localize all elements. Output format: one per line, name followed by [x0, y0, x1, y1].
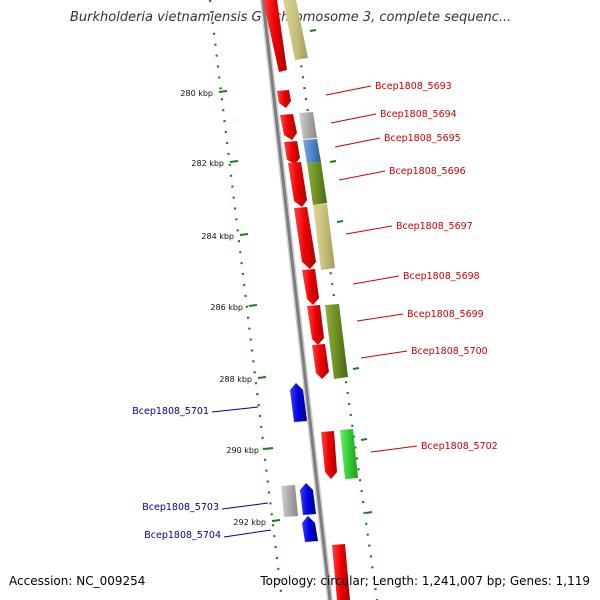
cds-arrow-forward[interactable] [307, 162, 327, 205]
cds-arrow-forward[interactable] [325, 304, 348, 379]
gene-label[interactable]: Bcep1808_5699 [407, 309, 484, 320]
cds-arrow-reverse[interactable] [290, 383, 307, 422]
gene-labels-left: Bcep1808_5701 Bcep1808_5703 Bcep1808_570… [132, 406, 272, 541]
tick-label: 286 kbp [210, 303, 243, 312]
cds-arrow-forward[interactable] [281, 485, 298, 517]
scale-ticks: 280 kbp 282 kbp 284 kbp 286 kbp 288 kbp … [180, 89, 281, 527]
tick-label: 288 kbp [219, 375, 252, 384]
tick-mark [239, 233, 249, 236]
tick-mark [229, 160, 239, 163]
topology-text: Topology: circular; Length: 1,241,007 bp… [260, 574, 590, 588]
gene-label[interactable]: Bcep1808_5704 [144, 530, 221, 541]
tick-mark [218, 90, 228, 93]
cds-arrow-forward[interactable] [312, 344, 329, 379]
cds-arrow-forward[interactable] [284, 141, 300, 164]
cds-arrow-forward[interactable] [288, 162, 307, 207]
dotted-outer-track [290, 0, 379, 600]
accession-text: Accession: NC_009254 [9, 574, 146, 588]
cds-arrow-forward[interactable] [299, 112, 317, 139]
cds-arrow-forward[interactable] [263, 0, 287, 72]
cds-arrow-forward[interactable] [313, 204, 335, 270]
gene-label[interactable]: Bcep1808_5694 [380, 109, 457, 120]
tick-mark [264, 447, 274, 450]
genome-backbone [260, 0, 333, 600]
cds-arrow-forward[interactable] [283, 0, 308, 60]
cds-arrow-forward[interactable] [307, 305, 324, 345]
dotted-inner-track [208, 0, 284, 600]
cds-arrow-forward[interactable] [294, 207, 316, 269]
gene-label[interactable]: Bcep1808_5695 [384, 133, 461, 144]
cds-arrow-forward[interactable] [332, 544, 350, 600]
gene-label[interactable]: Bcep1808_5697 [396, 221, 473, 232]
cds-arrow-forward[interactable] [340, 429, 358, 479]
cds-arrow-forward[interactable] [302, 269, 319, 305]
gene-label[interactable]: Bcep1808_5696 [389, 166, 466, 177]
gene-label[interactable]: Bcep1808_5700 [411, 346, 488, 357]
tick-label: 292 kbp [233, 518, 266, 527]
cds-arrow-reverse[interactable] [302, 516, 318, 542]
tick-mark [257, 376, 267, 379]
tick-mark [248, 304, 258, 307]
gene-label[interactable]: Bcep1808_5703 [142, 502, 219, 513]
outer-dot-ticks [309, 29, 373, 514]
tick-label: 282 kbp [191, 159, 224, 168]
gene-label[interactable]: Bcep1808_5693 [375, 81, 452, 92]
tick-label: 290 kbp [226, 446, 259, 455]
cds-arrow-forward[interactable] [277, 90, 291, 108]
tick-label: 280 kbp [180, 89, 213, 98]
cds-arrow-reverse[interactable] [300, 483, 316, 515]
gene-labels-right: Bcep1808_5693 Bcep1808_5694 Bcep1808_569… [325, 81, 498, 453]
cds-arrow-forward[interactable] [280, 114, 297, 140]
tick-mark [271, 519, 281, 522]
gene-label[interactable]: Bcep1808_5702 [421, 441, 498, 452]
cds-arrow-forward[interactable] [321, 431, 337, 479]
gene-label[interactable]: Bcep1808_5701 [132, 406, 209, 417]
cds-arrow-forward[interactable] [303, 139, 321, 163]
gene-label[interactable]: Bcep1808_5698 [403, 271, 480, 282]
cds-track [263, 0, 358, 600]
tick-label: 284 kbp [201, 232, 234, 241]
